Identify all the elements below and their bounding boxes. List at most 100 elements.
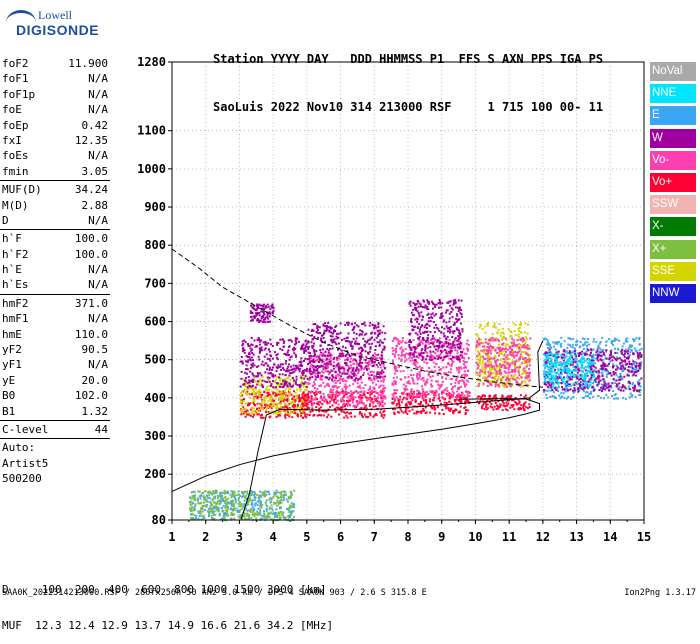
echo-point bbox=[424, 395, 426, 397]
echo-point bbox=[547, 347, 549, 349]
echo-point bbox=[354, 342, 356, 344]
echo-point bbox=[396, 345, 398, 347]
echo-point bbox=[261, 403, 263, 405]
echo-point bbox=[261, 349, 263, 351]
echo-point bbox=[550, 359, 552, 361]
echo-point bbox=[267, 318, 269, 320]
echo-point bbox=[466, 353, 468, 355]
echo-point bbox=[460, 354, 462, 356]
echo-point bbox=[501, 358, 503, 360]
echo-point bbox=[308, 346, 310, 348]
echo-point bbox=[467, 370, 469, 372]
echo-point bbox=[300, 357, 302, 359]
echo-point bbox=[328, 352, 330, 354]
echo-point bbox=[491, 366, 493, 368]
echo-point bbox=[411, 312, 413, 314]
echo-point bbox=[412, 380, 414, 382]
echo-point bbox=[414, 364, 416, 366]
echo-point bbox=[427, 404, 429, 406]
echo-point bbox=[359, 329, 361, 331]
echo-point bbox=[347, 359, 349, 361]
echo-point bbox=[250, 320, 252, 322]
echo-point bbox=[361, 395, 363, 397]
echo-point bbox=[258, 359, 260, 361]
echo-point bbox=[269, 339, 271, 341]
echo-point bbox=[364, 361, 366, 363]
echo-point bbox=[415, 332, 417, 334]
echo-point bbox=[503, 358, 505, 360]
echo-point bbox=[600, 387, 602, 389]
echo-point bbox=[425, 407, 427, 409]
echo-point bbox=[283, 340, 285, 342]
echo-point bbox=[351, 341, 353, 343]
echo-point bbox=[551, 369, 553, 371]
echo-point bbox=[483, 368, 485, 370]
echo-point bbox=[590, 391, 592, 393]
echo-point bbox=[611, 359, 613, 361]
echo-point bbox=[438, 397, 440, 399]
echo-point bbox=[371, 371, 373, 373]
echo-point bbox=[376, 337, 378, 339]
echo-point bbox=[636, 390, 638, 392]
echo-point bbox=[360, 391, 362, 393]
echo-point bbox=[452, 411, 454, 413]
echo-point bbox=[521, 381, 523, 383]
echo-point bbox=[561, 382, 563, 384]
echo-point bbox=[516, 367, 518, 369]
echo-point bbox=[376, 364, 378, 366]
echo-point bbox=[312, 347, 314, 349]
echo-point bbox=[620, 373, 622, 375]
echo-point bbox=[298, 369, 300, 371]
echo-point bbox=[362, 331, 364, 333]
echo-point bbox=[359, 360, 361, 362]
echo-point bbox=[456, 350, 458, 352]
echo-point bbox=[251, 357, 253, 359]
echo-point bbox=[280, 403, 282, 405]
echo-point bbox=[377, 335, 379, 337]
echo-point bbox=[264, 395, 266, 397]
echo-point bbox=[409, 339, 411, 341]
echo-point bbox=[402, 340, 404, 342]
echo-point bbox=[600, 380, 602, 382]
echo-point bbox=[260, 310, 262, 312]
echo-point bbox=[626, 363, 628, 365]
echo-point bbox=[315, 391, 317, 393]
echo-point bbox=[295, 356, 297, 358]
echo-point bbox=[461, 328, 463, 330]
echo-point bbox=[240, 395, 242, 397]
echo-point bbox=[384, 346, 386, 348]
echo-point bbox=[265, 341, 267, 343]
echo-point bbox=[377, 376, 379, 378]
echo-point bbox=[606, 358, 608, 360]
echo-point bbox=[571, 378, 573, 380]
echo-point bbox=[357, 372, 359, 374]
echo-point bbox=[282, 367, 284, 369]
echo-point bbox=[493, 357, 495, 359]
echo-point bbox=[485, 378, 487, 380]
echo-point bbox=[395, 350, 397, 352]
echo-point bbox=[271, 394, 273, 396]
echo-point bbox=[430, 320, 432, 322]
echo-point bbox=[364, 414, 366, 416]
echo-point bbox=[525, 357, 527, 359]
echo-point bbox=[277, 394, 279, 396]
echo-point bbox=[332, 339, 334, 341]
echo-point bbox=[560, 365, 562, 367]
echo-point bbox=[574, 387, 576, 389]
echo-point bbox=[492, 333, 494, 335]
echo-point bbox=[267, 314, 269, 316]
echo-point bbox=[250, 364, 252, 366]
echo-point bbox=[300, 361, 302, 363]
echo-point bbox=[515, 345, 517, 347]
echo-point bbox=[605, 349, 607, 351]
echo-point bbox=[495, 383, 497, 385]
echo-point bbox=[289, 345, 291, 347]
echo-point bbox=[337, 392, 339, 394]
echo-point bbox=[248, 376, 250, 378]
echo-point bbox=[447, 394, 449, 396]
echo-point bbox=[428, 303, 430, 305]
echo-point bbox=[288, 395, 290, 397]
echo-point bbox=[278, 390, 280, 392]
echo-point bbox=[543, 364, 545, 366]
echo-point bbox=[408, 393, 410, 395]
